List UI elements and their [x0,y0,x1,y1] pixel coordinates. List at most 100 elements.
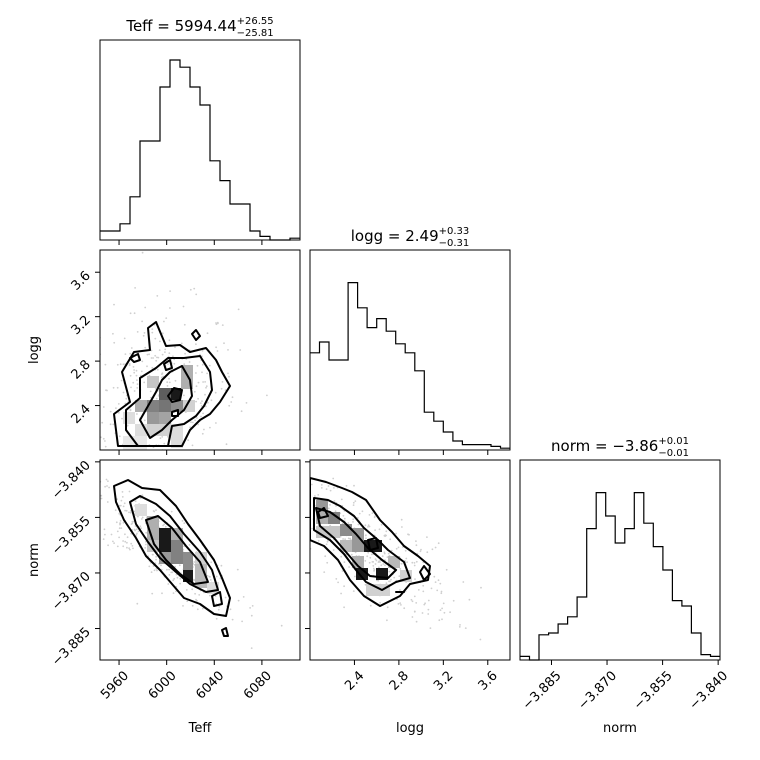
histogram-norm [520,492,720,661]
sample-point [209,594,211,597]
sample-point [341,570,344,572]
y-tick-label-norm: −3.840 [49,458,94,503]
histogram-Teff [100,59,300,241]
sample-point [143,381,146,384]
contour-line [129,353,141,363]
sample-point [117,411,120,414]
sample-point [373,570,375,572]
title-minus-error: −0.31 [439,238,470,249]
sample-point [146,353,149,356]
sample-point [161,372,164,375]
y-tick-label-norm: −3.870 [49,569,94,614]
sample-point [335,578,338,580]
sample-point [264,485,266,487]
y-axis-label-logg: logg [27,336,42,364]
sample-point [183,522,186,525]
sample-point [214,595,217,597]
sample-point [186,481,188,483]
sample-point [445,568,448,571]
sample-point [221,381,224,383]
density-cell [159,528,171,552]
sample-point [367,551,370,554]
density-cell [135,400,147,412]
sample-point [107,544,109,547]
sample-point [142,334,145,337]
sample-point [187,439,190,442]
sample-point [320,484,323,486]
sample-point [415,602,418,604]
sample-point [345,485,348,487]
sample-point [325,543,328,546]
density-cell [366,584,390,596]
sample-point [122,505,125,508]
sample-point [150,454,152,456]
sample-point [339,535,342,538]
sample-point [307,512,309,514]
sample-point [130,523,133,525]
sample-point [144,306,147,309]
sample-point [151,366,154,369]
sample-point [175,573,178,576]
sample-point [335,505,337,507]
sample-point [152,357,155,359]
sample-point [194,464,196,466]
y-tick-label-logg: 3.6 [69,268,94,293]
sample-point [347,537,350,540]
sample-point [371,512,374,514]
sample-point [280,624,283,627]
sample-point [197,381,200,384]
title-minus-error: −0.01 [658,448,689,459]
y-axis-label-norm: norm [27,543,42,577]
sample-point [106,389,108,392]
sample-point [124,353,127,355]
sample-point [201,363,204,366]
sample-point [91,391,93,393]
sample-point [375,559,378,562]
sample-point [464,627,467,629]
sample-point [274,465,276,467]
sample-point [208,364,211,367]
sample-point [93,475,95,477]
sample-point [169,307,171,309]
y-tick-label-norm: −3.885 [49,625,94,670]
sample-point [128,363,131,365]
sample-point [415,560,418,563]
sample-point [130,347,133,349]
sample-point [202,412,205,415]
sample-point [122,391,125,394]
sample-point [121,496,124,498]
sample-point [133,371,136,374]
sample-point [118,536,120,539]
sample-point [93,513,95,515]
sample-point [437,542,440,545]
sample-point [198,594,201,596]
sample-point [170,510,173,513]
sample-point [420,548,422,551]
sample-point [343,585,345,588]
sample-point [133,510,136,513]
sample-point [219,577,222,580]
title-minus-error: −25.81 [237,28,274,39]
title-plus-error: +0.01 [658,436,689,447]
sample-point [327,507,330,510]
sample-point [227,372,229,375]
sample-point [427,608,430,611]
sample-point [347,522,350,524]
sample-point [196,364,199,367]
sample-point [303,575,305,577]
sample-point [129,511,132,514]
sample-point [206,332,209,335]
sample-point [427,599,430,602]
sample-point [311,527,313,530]
sample-point [380,523,383,526]
panel-frame [99,249,301,451]
sample-point [279,469,281,471]
sample-point [381,555,384,557]
sample-point [404,549,407,552]
sample-point [112,423,115,426]
sample-point [203,468,205,470]
sample-point [419,550,422,553]
sample-point [132,366,135,368]
sample-point [413,610,416,613]
sample-point [397,546,400,549]
